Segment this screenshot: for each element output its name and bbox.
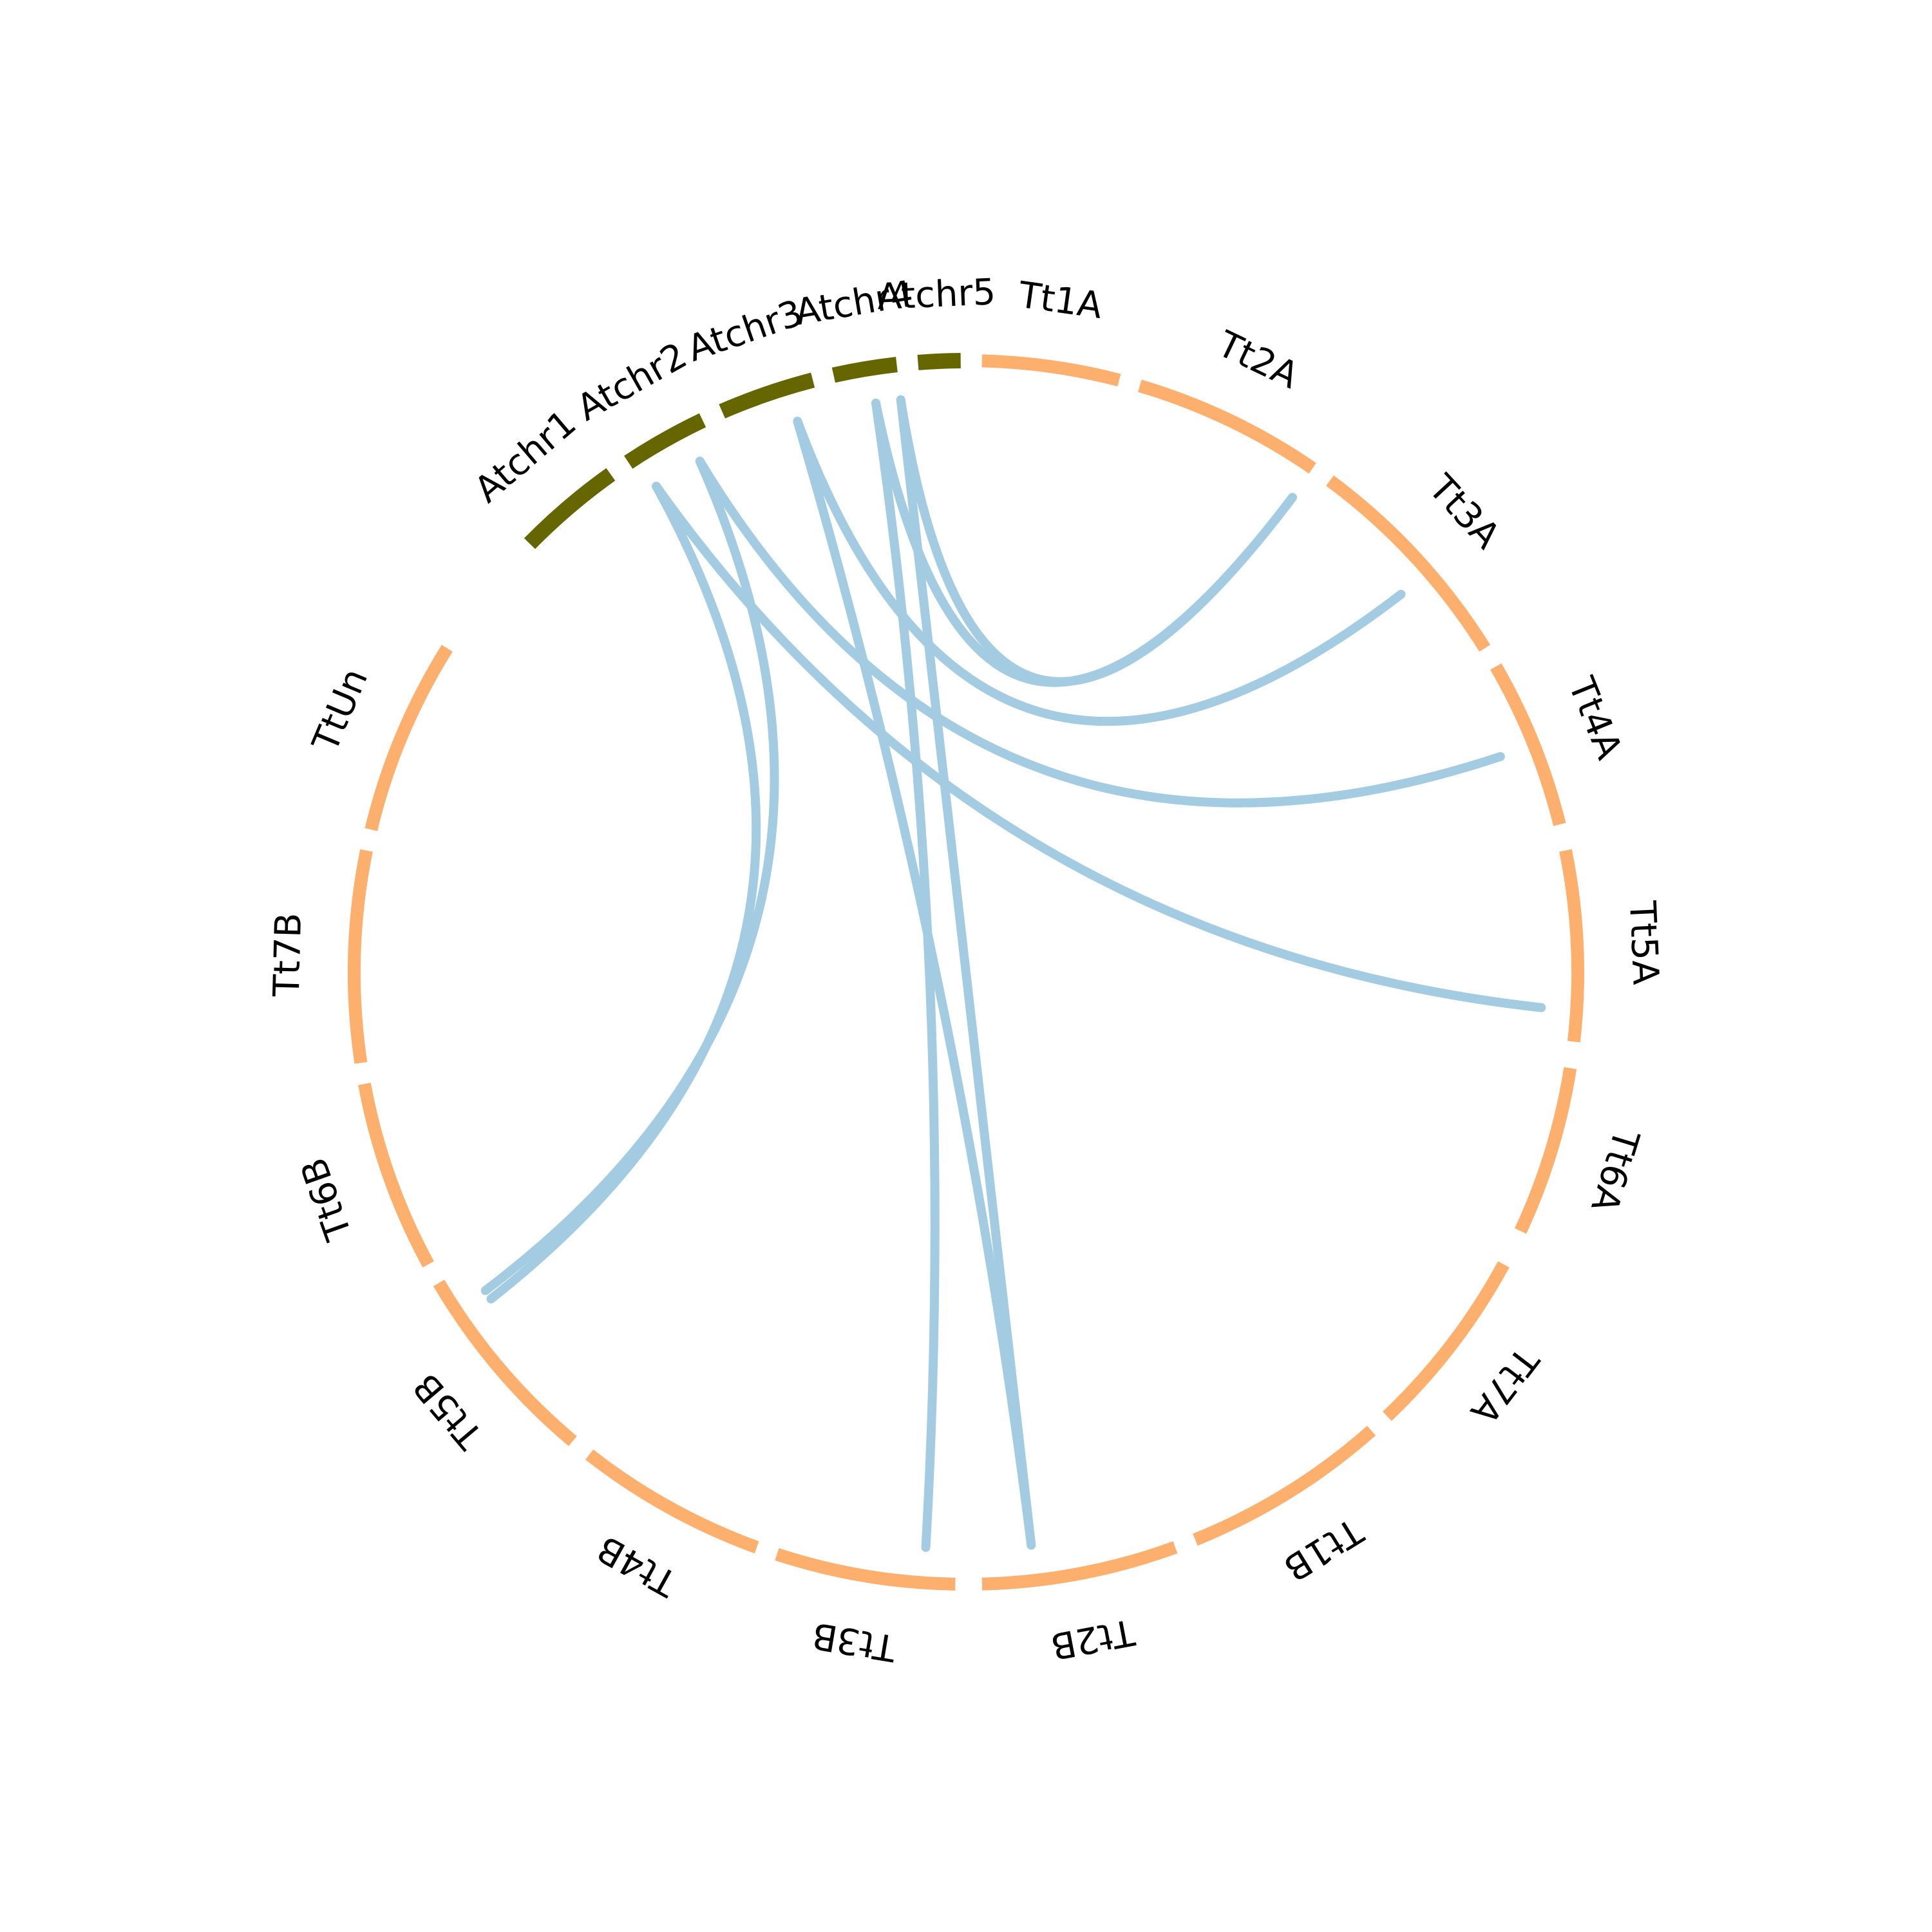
link-atchr5-tt2a — [896, 395, 1297, 687]
segment-arc-tt2a — [1137, 379, 1316, 474]
segment-arc-tt1a — [981, 354, 1121, 386]
segment-arc-atchr3 — [719, 372, 815, 419]
segment-arc-tt3a — [1326, 475, 1491, 652]
segment-arc-tt7a — [1383, 1261, 1510, 1421]
segment-arc-tt1b — [1193, 1426, 1376, 1546]
segment-label-atchr3: Atchr3 — [682, 292, 808, 370]
segment-arc-atchr2 — [624, 413, 706, 469]
segment-label-tt2a: Tt2A — [1211, 323, 1305, 397]
link-atchr3-tt2b — [793, 417, 1036, 1550]
segment-label-tt4b: Tt4B — [591, 1527, 685, 1604]
link-atchr4-tt3b — [871, 399, 940, 1552]
segment-label-atchr2: Atchr2 — [570, 335, 694, 430]
segment-arc-tt4a — [1490, 663, 1566, 826]
segment-arc-tt6a — [1514, 1067, 1577, 1234]
segments-layer — [348, 353, 1584, 1591]
link-atchr5-tt2b — [896, 395, 1036, 1550]
link-atchr1-tt5a — [652, 482, 1546, 1012]
segment-label-tt5a: Tt5A — [1621, 900, 1667, 986]
segment-arc-tt5b — [433, 1280, 577, 1446]
segment-label-ttun: TtUn — [305, 663, 377, 758]
segment-arc-tt4b — [585, 1449, 759, 1554]
link-atchr2-tt5a — [695, 457, 1505, 808]
segment-label-tt1b: Tt1B — [1276, 1509, 1370, 1589]
segment-arc-tt2b — [981, 1541, 1178, 1591]
segment-label-atchr1: Atchr1 — [467, 402, 584, 511]
segment-arc-tt3b — [775, 1548, 956, 1591]
segment-label-tt7a: Tt7A — [1462, 1339, 1546, 1432]
link-atchr3-tt3a — [793, 417, 1406, 726]
segment-label-tt6a: Tt6A — [1582, 1124, 1647, 1217]
segment-arc-tt7b — [348, 849, 373, 1064]
segment-label-tt3b: Tt3B — [810, 1614, 900, 1669]
segment-label-tt5b: Tt5B — [405, 1365, 491, 1457]
links-layer — [480, 395, 1546, 1552]
segment-arc-atchr4 — [831, 357, 898, 383]
segment-arc-ttun — [365, 645, 453, 831]
segment-label-atchr5: Atchr5 — [876, 271, 997, 318]
segment-arc-atchr1 — [524, 468, 616, 549]
segment-label-tt7b: Tt7B — [266, 912, 310, 998]
segment-label-tt4a: Tt4A — [1560, 671, 1630, 765]
segment-label-tt1a: Tt1A — [1016, 274, 1105, 328]
segment-label-tt3a: Tt3A — [1420, 466, 1508, 556]
segment-arc-tt5a — [1559, 849, 1584, 1043]
segment-label-tt2b: Tt2B — [1047, 1611, 1138, 1667]
link-atchr1-tt5b — [486, 482, 761, 1303]
segment-arc-atchr5 — [917, 353, 961, 370]
link-atchr2-tt5b — [480, 457, 779, 1295]
segment-label-tt6b: Tt6B — [293, 1152, 361, 1245]
segment-arc-tt6b — [358, 1083, 434, 1268]
